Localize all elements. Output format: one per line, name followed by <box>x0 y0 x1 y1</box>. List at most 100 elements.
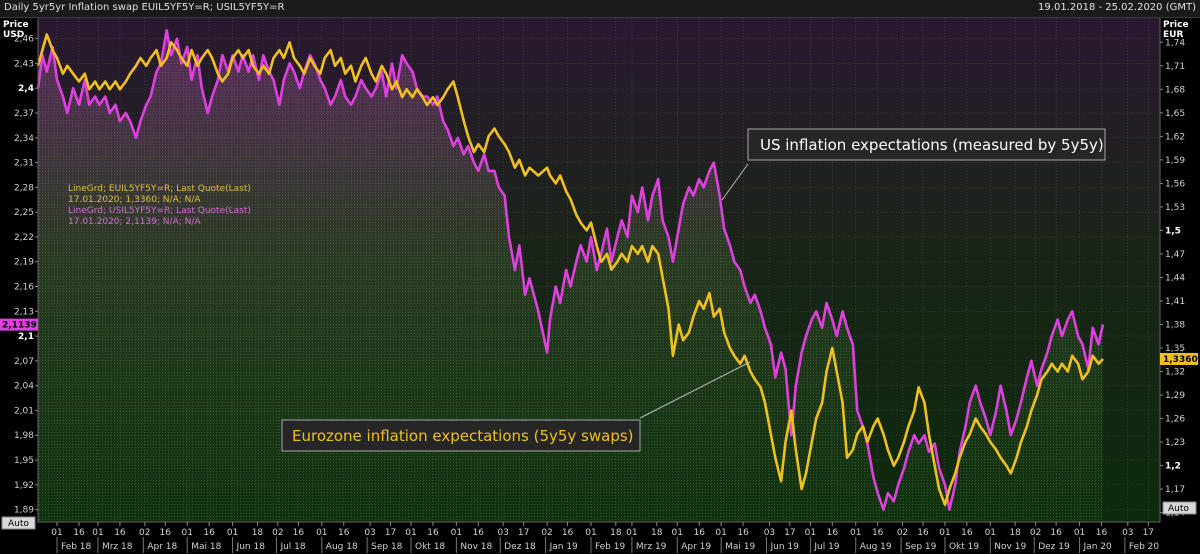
x-month-label: Jun 18 <box>236 542 266 552</box>
right-tick-label: 1,74 <box>1165 38 1185 48</box>
x-month-label: Apr 18 <box>147 542 177 552</box>
right-tick-label: 1,62 <box>1165 132 1185 142</box>
x-month-label: Dez 19 <box>1038 542 1070 552</box>
left-auto-label: Auto <box>8 519 29 529</box>
x-month-label: Okt 18 <box>415 542 445 552</box>
left-tick-label: 2,01 <box>14 406 34 416</box>
x-month-label: Nov 18 <box>460 542 492 552</box>
x-month-label: Feb 19 <box>595 542 626 552</box>
x-day-label: 01 <box>51 528 62 538</box>
x-day-label: 01 <box>626 528 637 538</box>
x-day-label: 16 <box>961 528 973 538</box>
series-line-eu <box>36 33 1104 507</box>
info-line-eu-2: 17.01.2020; 1,3360; N/A; N/A <box>68 195 201 205</box>
right-axis-label-currency: EUR <box>1163 30 1183 40</box>
right-axis-label-price: Price <box>1163 20 1189 30</box>
chart-title: Daily 5yr5yr Inflation swap EUIL5YF5Y=R;… <box>4 2 285 13</box>
x-month-label: Jun 19 <box>769 542 799 552</box>
x-month-label: Mrz 19 <box>636 542 667 552</box>
annotation-us-text: US inflation expectations (measured by 5… <box>760 136 1104 154</box>
x-day-label: 02 <box>541 528 552 538</box>
x-month-label: Feb 20 <box>1129 542 1160 552</box>
x-day-label: 18 <box>1009 528 1021 538</box>
x-day-label: 16 <box>73 528 85 538</box>
x-day-label: 01 <box>672 528 683 538</box>
x-day-label: 16 <box>160 528 172 538</box>
x-month-label: Mrz 18 <box>102 542 133 552</box>
x-day-label: 01 <box>92 528 103 538</box>
x-month-label: Dez 18 <box>504 542 536 552</box>
left-tick-label: 1,95 <box>14 456 34 466</box>
x-day-label: 16 <box>338 528 350 538</box>
right-tick-label: 1,38 <box>1165 320 1185 330</box>
x-day-label: 01 <box>227 528 238 538</box>
right-auto-button[interactable] <box>1162 501 1197 515</box>
x-day-label: 01 <box>405 528 416 538</box>
x-month-label: Aug 18 <box>326 542 358 552</box>
x-month-label: Sep 18 <box>371 542 403 552</box>
x-day-label: 18 <box>252 528 264 538</box>
x-month-label: Mai 18 <box>191 542 221 552</box>
x-day-label: 01 <box>181 528 192 538</box>
x-day-label: 16 <box>562 528 574 538</box>
left-tick-label: 2,19 <box>14 258 34 268</box>
right-tick-label: 1,23 <box>1165 438 1185 448</box>
right-tick-label: 1,59 <box>1165 156 1185 166</box>
x-day-label: 03 <box>497 528 508 538</box>
x-month-label: Feb 18 <box>61 542 92 552</box>
left-axis-label-price: Price <box>3 20 29 30</box>
right-tick-label: 1,68 <box>1165 85 1185 95</box>
left-tick-label: 2,25 <box>14 208 34 218</box>
left-tick-label: 2,16 <box>14 283 34 293</box>
left-tick-label: 1,98 <box>14 431 34 441</box>
x-day-label: 01 <box>850 528 861 538</box>
x-day-label: 03 <box>1122 528 1133 538</box>
x-day-label: 17 <box>385 528 396 538</box>
x-day-label: 16 <box>473 528 485 538</box>
x-month-label: Apr 19 <box>681 542 711 552</box>
left-tick-label: 2,07 <box>14 357 34 367</box>
x-month-label: Jul 18 <box>279 542 305 552</box>
x-day-label: 16 <box>293 528 305 538</box>
x-day-label: 16 <box>1050 528 1062 538</box>
x-day-label: 01 <box>985 528 996 538</box>
x-day-label: 16 <box>203 528 215 538</box>
x-day-label: 02 <box>1030 528 1041 538</box>
x-day-label: 02 <box>897 528 908 538</box>
right-tick-label: 1,47 <box>1165 250 1185 260</box>
x-day-label: 03 <box>364 528 375 538</box>
right-tick-label: 1,5 <box>1165 226 1181 236</box>
right-tick-label: 1,71 <box>1165 62 1185 72</box>
x-month-label: Jul 19 <box>813 542 839 552</box>
x-month-label: Mai 19 <box>725 542 755 552</box>
left-tick-label: 2,4 <box>18 84 34 94</box>
annotation-us-leader <box>721 163 749 201</box>
info-line-eu-1: LineGrd; EUIL5YF5Y=R; Last Quote(Last) <box>68 184 251 194</box>
annotation-us-box <box>747 128 1106 161</box>
right-tick-label: 1,26 <box>1165 415 1185 425</box>
right-tick-label: 1,65 <box>1165 109 1185 119</box>
x-day-label: 16 <box>427 528 439 538</box>
left-axis-label-currency: USD <box>3 30 24 40</box>
chart-header-bar: Daily 5yr5yr Inflation swap EUIL5YF5Y=R;… <box>0 0 1200 18</box>
x-day-label: 01 <box>585 528 596 538</box>
x-day-label: 02 <box>139 528 150 538</box>
right-tick-label: 1,56 <box>1165 179 1185 189</box>
x-day-label: 16 <box>917 528 929 538</box>
left-tick-label: 2,34 <box>14 134 34 144</box>
x-day-label: 16 <box>1096 528 1108 538</box>
last-value-eu: 1,3360 <box>1163 355 1198 365</box>
left-auto-button[interactable] <box>1 516 36 530</box>
info-line-us-1: LineGrd; USIL5YF5Y=R; Last Quote(Last) <box>68 206 251 216</box>
right-tick-label: 1,53 <box>1165 203 1185 213</box>
x-day-label: 16 <box>737 528 749 538</box>
series-line-us <box>36 29 1105 511</box>
left-tick-label: 2,13 <box>14 307 34 317</box>
left-tick-label: 2,43 <box>14 59 34 69</box>
date-range: 19.01.2018 - 25.02.2020 (GMT) <box>1038 2 1196 13</box>
x-month-label: Sep 19 <box>905 542 937 552</box>
x-day-label: 01 <box>451 528 462 538</box>
annotation-eu-box <box>281 419 641 452</box>
